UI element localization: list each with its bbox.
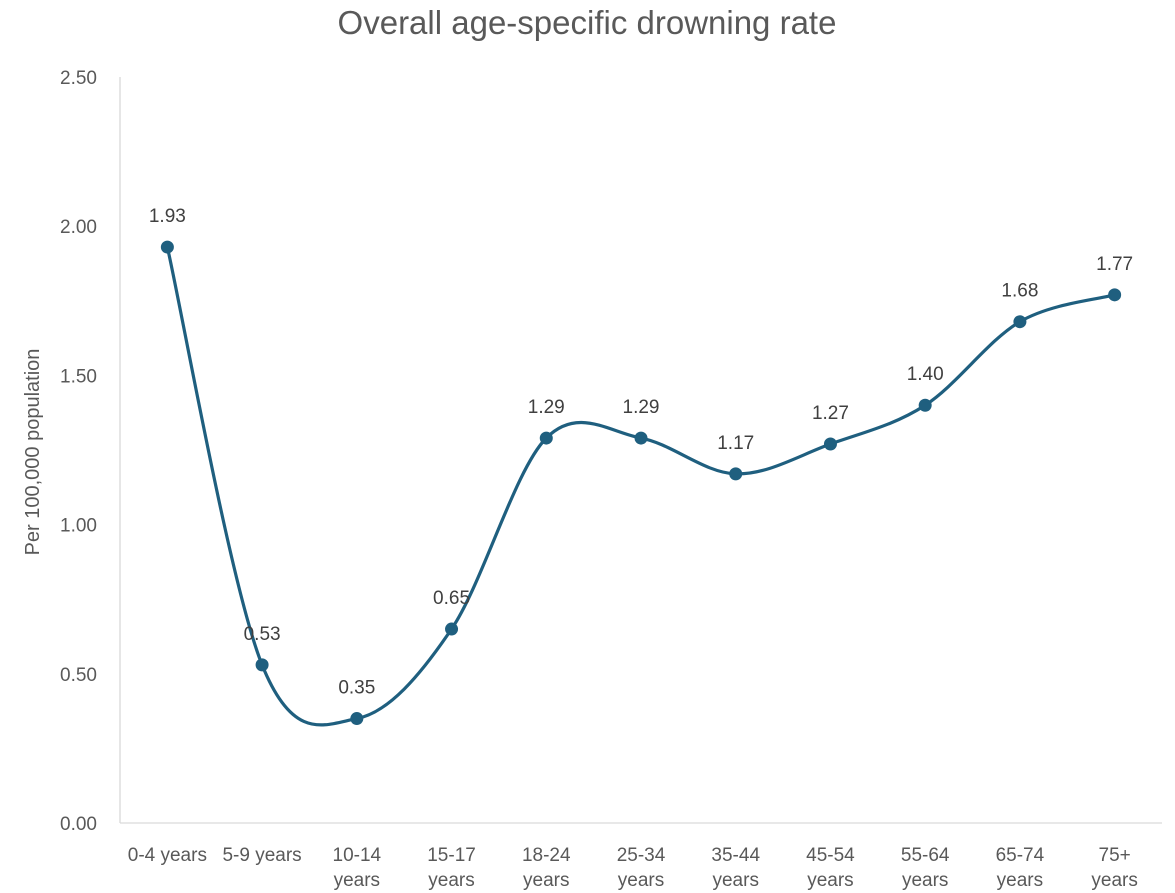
x-tick-label: 65-74 years: [996, 845, 1045, 891]
x-tick-label-line: 10-14: [333, 845, 382, 866]
x-tick-label-line: years: [1091, 870, 1137, 891]
data-point-marker: [539, 431, 553, 445]
x-tick-label-line: 15-17: [427, 845, 476, 866]
data-label: 1.40: [907, 364, 944, 385]
x-tick-label-line: years: [618, 870, 664, 891]
x-tick-label: 35-44 years: [711, 845, 760, 891]
data-label: 1.17: [717, 433, 754, 454]
x-tick-label-line: 18-24: [522, 845, 571, 866]
data-label: 1.27: [812, 403, 849, 424]
data-label: 1.68: [1001, 281, 1038, 302]
y-tick-label: 2.00: [60, 217, 97, 238]
y-tick-label: 1.50: [60, 366, 97, 387]
x-tick-label: 15-17 years: [427, 845, 476, 891]
x-tick-label-line: 0-4 years: [128, 845, 207, 866]
data-label: 1.29: [528, 397, 565, 418]
data-point-marker: [160, 240, 174, 254]
x-tick-label-line: years: [997, 870, 1043, 891]
x-tick-label-line: years: [428, 870, 474, 891]
x-tick-label-line: years: [712, 870, 758, 891]
x-tick-label: 45-54 years: [806, 845, 855, 891]
data-label: 0.53: [244, 624, 281, 645]
data-point-marker: [634, 431, 648, 445]
x-tick-label: 75+ years: [1091, 845, 1137, 891]
x-tick-label-line: 65-74: [996, 845, 1045, 866]
data-point-marker: [350, 712, 364, 726]
data-label: 0.65: [433, 588, 470, 609]
data-point-marker: [445, 622, 459, 636]
x-tick-label: 10-14 years: [333, 845, 382, 891]
data-markers: [160, 240, 1122, 726]
data-label: 1.93: [149, 206, 186, 227]
x-tick-label: 25-34 years: [617, 845, 666, 891]
x-tick-label-line: years: [902, 870, 948, 891]
data-labels: 1.93 0.53 0.35 0.65 1.29 1.29 1.17 1.27 1.40 1.68…: [149, 206, 1133, 698]
x-tick-label: 5-9 years: [222, 845, 301, 866]
y-tick-label: 0.50: [60, 665, 97, 686]
x-tick-label-line: 35-44: [711, 845, 760, 866]
y-axis-label: Per 100,000 population: [22, 349, 44, 556]
y-tick-label: 1.00: [60, 516, 97, 537]
data-point-marker: [823, 437, 837, 451]
data-point-marker: [729, 467, 743, 481]
y-tick-label: 0.00: [60, 814, 97, 835]
data-label: 1.29: [623, 397, 660, 418]
y-tick-labels: 0.00 0.50 1.00 1.50 2.00 2.50: [60, 68, 97, 835]
x-tick-label-line: 45-54: [806, 845, 855, 866]
x-tick-label-line: 5-9 years: [222, 845, 301, 866]
x-tick-label: 55-64 years: [901, 845, 950, 891]
x-tick-label-line: years: [807, 870, 853, 891]
x-tick-label: 0-4 years: [128, 845, 207, 866]
data-label: 0.35: [338, 678, 375, 699]
data-point-marker: [1013, 315, 1027, 329]
x-tick-label-line: years: [334, 870, 380, 891]
x-tick-label: 18-24 years: [522, 845, 571, 891]
x-tick-label-line: 55-64: [901, 845, 950, 866]
x-tick-label-line: 75+: [1099, 845, 1131, 866]
data-point-marker: [255, 658, 269, 672]
series-line: [165, 245, 1117, 727]
data-label: 1.77: [1096, 254, 1133, 275]
chart-title: Overall age-specific drowning rate: [338, 4, 837, 41]
x-tick-label-line: years: [523, 870, 569, 891]
data-point-marker: [918, 398, 932, 412]
x-tick-label-line: 25-34: [617, 845, 666, 866]
data-point-marker: [1108, 288, 1122, 302]
y-tick-label: 2.50: [60, 68, 97, 89]
